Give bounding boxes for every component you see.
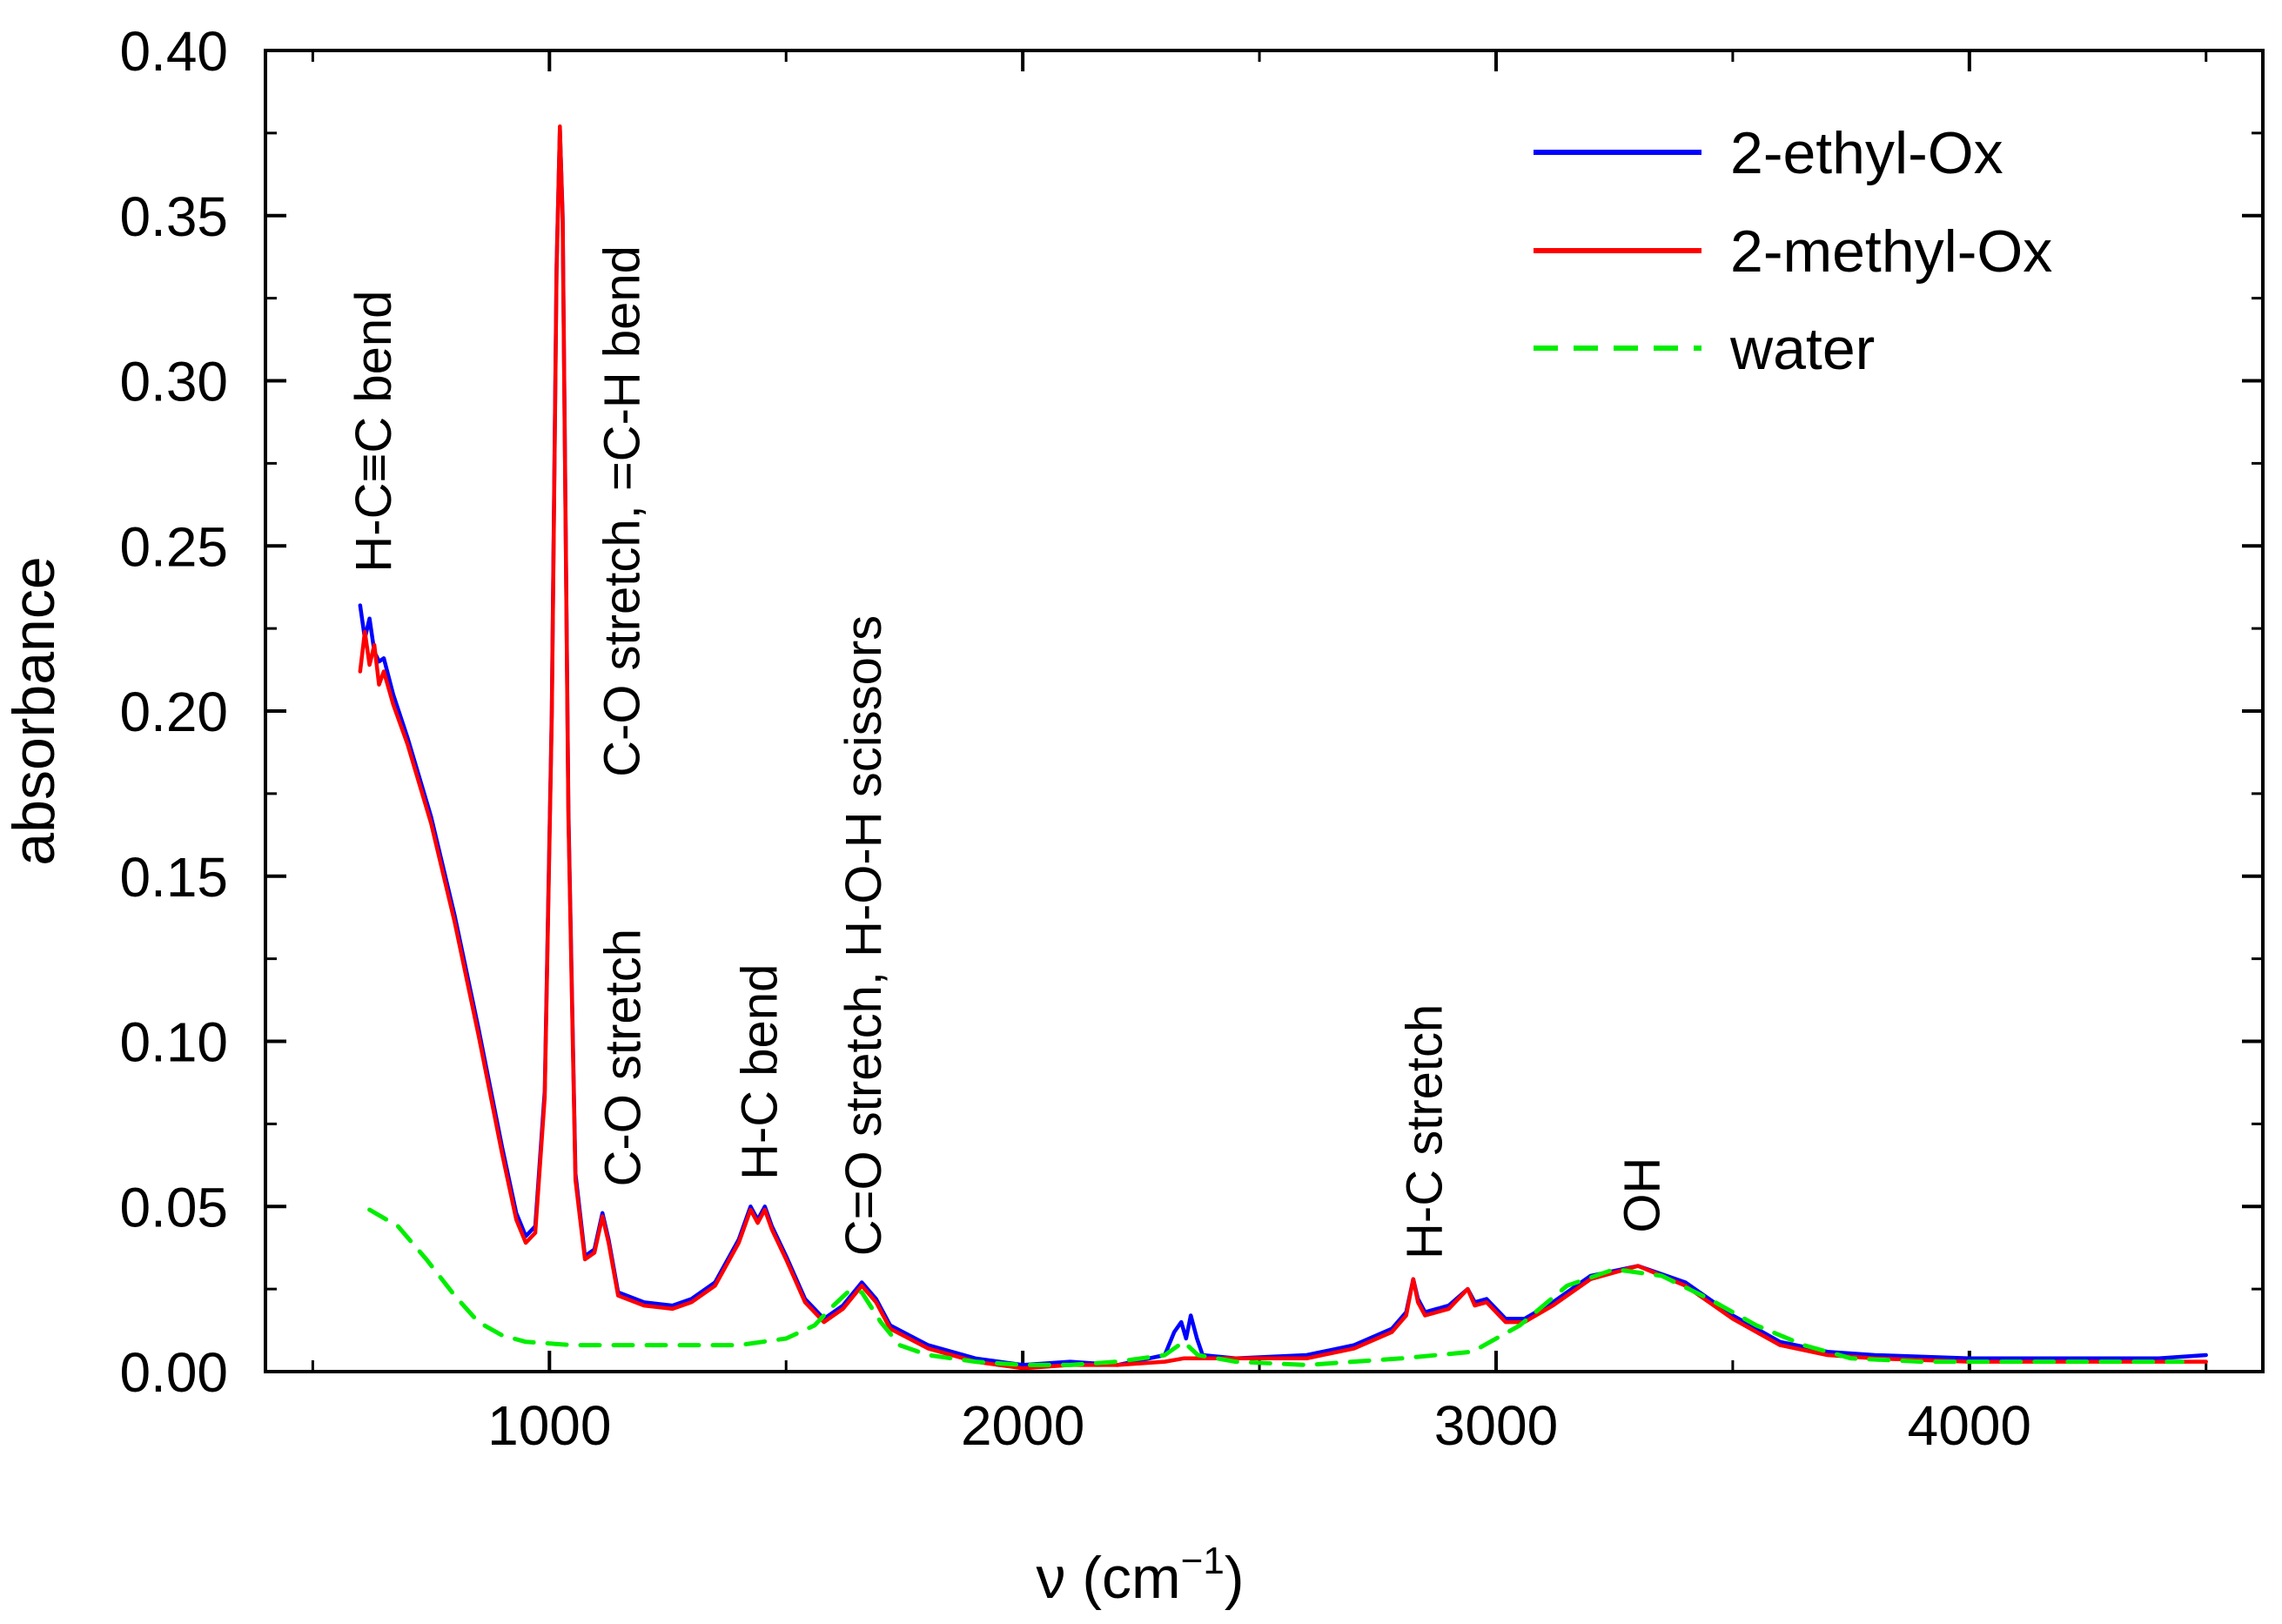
y-tick-label: 0.40 [119,20,228,83]
legend: 2-ethyl-Ox 2-methyl-Ox water [1534,120,2052,382]
peak-annotation: H-C stretch [1396,1004,1453,1259]
x-axis-label-close: ) [1225,1545,1245,1611]
tick-labels: 1000 2000 3000 4000 0.00 0.05 0.10 0.15 0.20 0.25… [119,20,2031,1457]
y-tick-label: 0.20 [119,681,228,743]
x-axis-label-superscript: −1 [1181,1540,1225,1582]
legend-label-ethyl: 2-ethyl-Ox [1730,120,2003,186]
y-axis-label: absorbance [1,556,67,865]
plot-frame [264,49,2265,1373]
minor-ticks [265,50,2263,1372]
x-tick-label: 2000 [961,1394,1084,1457]
annotation-layer: H-C≡C bend C-O stretch, =C-H bend C-O stre… [346,245,1671,1259]
peak-annotation: OH [1614,1158,1671,1233]
peak-annotation: H-C≡C bend [346,291,402,573]
x-tick-label: 1000 [487,1394,611,1457]
peak-annotation: C-O stretch, =C-H bend [594,245,651,777]
y-tick-label: 0.25 [119,515,228,578]
x-axis-label: ν (cm−1) [1036,1540,1244,1611]
x-tick-label: 3000 [1434,1394,1558,1457]
series-layer [358,124,2208,1371]
legend-label-water: water [1729,316,1875,382]
peak-annotation: C=O stretch, H-O-H scissors [836,615,892,1256]
peak-annotation: H-C bend [731,964,788,1180]
water-series-line [367,1207,2185,1367]
y-tick-label: 0.30 [119,351,228,413]
y-tick-label: 0.05 [119,1176,228,1238]
methyl-series-line [358,124,2208,1371]
y-tick-label: 0.10 [119,1011,228,1074]
ethyl-series-line [358,127,2208,1367]
x-tick-label: 4000 [1908,1394,2031,1457]
peak-annotation: C-O stretch [595,929,652,1187]
y-tick-label: 0.35 [119,185,228,248]
x-axis-label-main: ν (cm [1036,1545,1180,1611]
y-tick-label: 0.00 [119,1341,228,1404]
legend-label-methyl: 2-methyl-Ox [1730,218,2052,285]
y-tick-label: 0.15 [119,846,228,909]
